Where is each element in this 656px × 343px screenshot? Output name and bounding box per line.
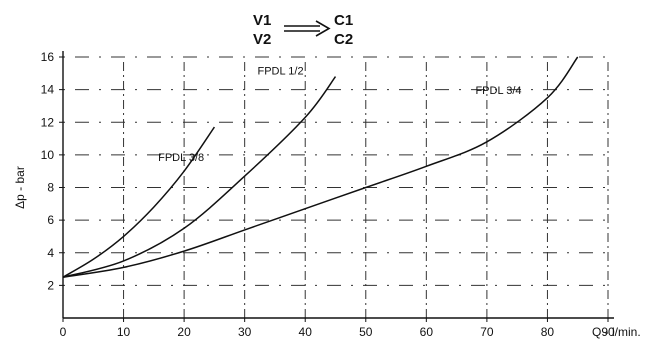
x-tick-label: 0 [60, 325, 67, 339]
series-line [62, 56, 579, 278]
series-label: FPDL 3/8 [158, 152, 204, 164]
y-tick-label: 12 [41, 115, 55, 129]
x-tick-label: 30 [238, 325, 252, 339]
y-tick-label: 4 [47, 246, 54, 260]
legend-arrow-icon [284, 20, 331, 37]
legend-to-label: C1 [334, 12, 353, 29]
x-tick-label: 90 [601, 325, 615, 339]
legend-to-label: C2 [334, 31, 353, 48]
x-tick-label: 80 [541, 325, 555, 339]
series: FPDL 3/8 FPDL 1/2 FPDL 3/4 [62, 56, 579, 278]
legend-from-label: V1 [253, 12, 271, 29]
y-tick-label: 6 [47, 213, 54, 227]
x-tick-label: 10 [117, 325, 131, 339]
y-tick-label: 16 [41, 50, 55, 64]
x-axis-label: Q - l/min. [592, 325, 641, 339]
x-tick-label: 50 [359, 325, 373, 339]
x-tick-label: 40 [299, 325, 313, 339]
legend: V1 V2 C1 C2 [253, 12, 353, 48]
y-axis-label: Δp - bar [13, 166, 27, 209]
legend-from-label: V2 [253, 31, 271, 48]
ticks: 0 10 20 30 40 50 60 70 80 90 2 4 6 8 10 12 14 16 [41, 50, 615, 339]
series-line [62, 126, 216, 278]
x-tick-label: 60 [420, 325, 434, 339]
series-line [62, 76, 337, 278]
y-tick-label: 10 [41, 148, 55, 162]
series-label: FPDL 1/2 [258, 66, 304, 78]
y-tick-label: 2 [47, 278, 54, 292]
series-label: FPDL 3/4 [475, 85, 521, 97]
x-tick-label: 70 [480, 325, 494, 339]
axes [62, 51, 614, 319]
grid [63, 56, 609, 318]
y-tick-label: 14 [41, 83, 55, 97]
y-tick-label: 8 [47, 181, 54, 195]
x-tick-label: 20 [177, 325, 191, 339]
